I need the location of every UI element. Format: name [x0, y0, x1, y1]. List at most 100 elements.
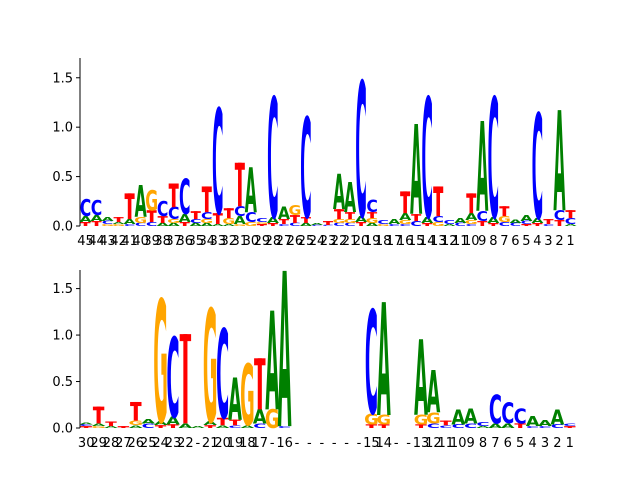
glyph-T-pos-1-stem	[83, 222, 88, 226]
x-tick-label: 34	[198, 234, 215, 249]
glyph-T-pos-25-stem	[348, 212, 352, 220]
x-tick-label: 3	[544, 234, 552, 249]
x-tick-label: 30	[78, 436, 95, 451]
glyph-T-pos-33-stem	[436, 186, 441, 217]
glyph-T-pos-39-stem	[502, 206, 507, 217]
x-tick-label: 4	[528, 436, 536, 451]
glyph-C-pos-29: C	[388, 224, 399, 227]
x-tick-label: 26	[128, 436, 145, 451]
glyph-T-pos-40-stem	[567, 426, 572, 428]
x-tick-label: -	[270, 436, 275, 451]
x-tick-label: 18	[239, 436, 256, 451]
glyph-A-pos-9: A	[179, 423, 194, 430]
glyph-G-pos-15: G	[233, 224, 246, 227]
x-tick-label: 7	[500, 234, 508, 249]
glyph-C-pos-41: C	[521, 220, 532, 225]
glyph-A-pos-35: A	[454, 217, 467, 225]
glyph-A-pos-11: A	[190, 222, 202, 227]
glyph-G-pos-14: G	[222, 216, 235, 226]
glyph-C-pos-38: C	[538, 426, 551, 429]
glyph-C-pos-12: C	[201, 211, 212, 222]
glyph-A-pos-10: A	[191, 426, 205, 429]
glyph-A-pos-9: A	[168, 222, 180, 227]
glyph-T-pos-2-stem	[94, 221, 99, 226]
glyph-C-pos-37: C	[477, 209, 488, 225]
glyph-A-pos-4: A	[113, 222, 126, 225]
glyph-G-pos-33: G	[432, 221, 445, 228]
x-tick-label: 18	[375, 234, 392, 249]
glyph-G-pos-4: G	[112, 224, 125, 227]
glyph-G-pos-30: G	[399, 219, 412, 226]
glyph-A-pos-37: A	[476, 96, 488, 241]
glyph-C-pos-34: C	[489, 389, 502, 434]
x-tick-label: -	[332, 436, 337, 451]
x-tick-label: 5	[522, 234, 530, 249]
glyph-C-pos-24: C	[365, 281, 378, 447]
glyph-A-pos-27: A	[366, 222, 378, 227]
glyph-A-pos-29: A	[427, 359, 441, 427]
x-tick-label: 14	[419, 234, 436, 249]
glyph-G-pos-5: G	[128, 420, 143, 427]
glyph-T-pos-25-stem	[381, 424, 386, 428]
glyph-G-pos-29: G	[426, 409, 441, 427]
glyph-A-pos-8: A	[157, 222, 169, 227]
x-tick-label: 42	[110, 234, 127, 249]
glyph-C-pos-19: C	[278, 224, 289, 227]
glyph-C-pos-31: C	[410, 220, 422, 228]
glyph-C-pos-29: C	[427, 423, 440, 430]
x-tick-label: 24	[309, 234, 326, 249]
glyph-A-pos-10: A	[179, 212, 192, 225]
glyph-A-pos-13: A	[228, 367, 242, 435]
x-tick-label: 1	[566, 436, 574, 451]
x-tick-label: 19	[227, 436, 244, 451]
glyph-T-pos-9-stem	[171, 183, 176, 208]
x-tick-label: 8	[489, 234, 497, 249]
glyph-T-pos-17-stem	[260, 224, 264, 226]
glyph-A-pos-3: A	[104, 426, 118, 429]
glyph-T-pos-18-stem	[271, 223, 275, 226]
glyph-G-pos-20: G	[289, 203, 302, 219]
glyph-A-pos-16: A	[265, 283, 279, 441]
x-tick-label: 28	[103, 436, 120, 451]
glyph-T-pos-13-stem	[232, 419, 238, 426]
glyph-G-pos-2: G	[91, 426, 106, 429]
glyph-T-pos-3-stem	[108, 421, 114, 427]
glyph-G-pos-28: G	[414, 413, 429, 428]
x-tick-label: 22	[331, 234, 348, 249]
x-tick-label: 33	[210, 234, 227, 249]
x-tick-label: 44	[88, 234, 105, 249]
glyph-T-pos-7-stem	[158, 425, 163, 428]
glyph-A-pos-39: A	[551, 405, 565, 430]
glyph-T-pos-7-stem	[149, 210, 154, 223]
glyph-T-pos-45-stem	[568, 210, 573, 219]
glyph-T-pos-14-stem	[226, 208, 231, 219]
x-tick-label: 14	[376, 436, 393, 451]
glyph-G-pos-16: G	[265, 405, 280, 435]
x-tick-label: 17	[252, 436, 269, 451]
x-tick-label: 21	[342, 234, 359, 249]
glyph-T-pos-36-stem	[518, 423, 523, 428]
y-tick-label: 0.0	[52, 422, 73, 437]
x-tick-label: 1	[566, 234, 574, 249]
glyph-A-pos-32: A	[421, 215, 434, 225]
glyph-C-pos-26: C	[355, 46, 366, 262]
y-tick-label: 1.5	[52, 282, 73, 297]
glyph-C-pos-8: C	[166, 315, 179, 443]
glyph-G-pos-16: G	[244, 221, 257, 228]
glyph-G-pos-36: G	[465, 219, 478, 226]
x-tick-label: 27	[276, 234, 293, 249]
glyph-C-pos-17: C	[278, 426, 291, 429]
glyph-A-pos-2: A	[90, 213, 103, 223]
x-tick-label: 2	[553, 436, 561, 451]
x-tick-label: 9	[478, 234, 486, 249]
glyph-C-pos-30: C	[399, 224, 410, 227]
glyph-A-pos-35: A	[501, 423, 516, 430]
glyph-A-pos-41: A	[520, 213, 533, 223]
x-tick-label: 43	[99, 234, 116, 249]
x-tick-label: 4	[533, 234, 541, 249]
glyph-T-pos-12-stem	[204, 186, 209, 213]
glyph-T-pos-9-stem	[183, 334, 188, 424]
glyph-A-pos-2: A	[92, 423, 106, 428]
x-tick-label: 39	[143, 234, 160, 249]
x-tick-label: 12	[441, 234, 458, 249]
